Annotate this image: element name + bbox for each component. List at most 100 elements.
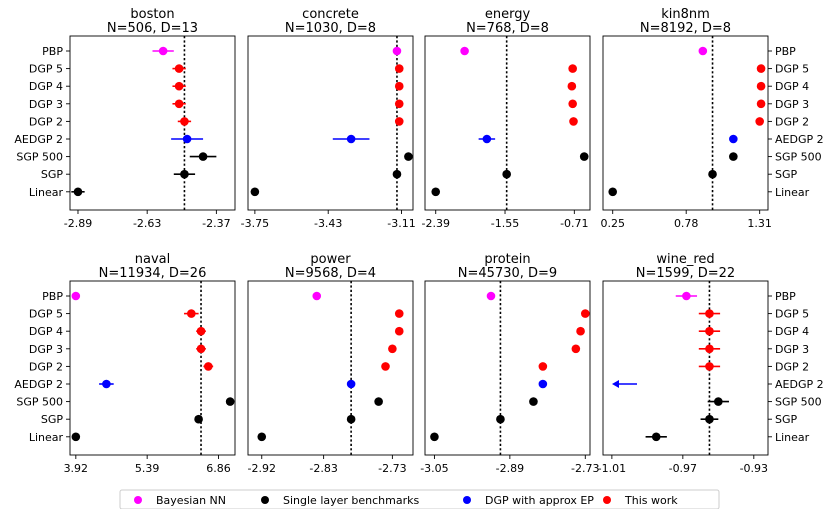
x-tick-label: -0.93 bbox=[740, 462, 768, 475]
y-tick-label: PBP bbox=[775, 45, 796, 58]
y-tick-label: DGP 3 bbox=[775, 98, 809, 111]
point-dgp-4 bbox=[576, 326, 585, 336]
y-tick-label: SGP 500 bbox=[16, 396, 63, 409]
panel-title: wine_red bbox=[656, 252, 714, 267]
x-tick-label: 0.78 bbox=[674, 217, 699, 230]
x-tick-label: -2.92 bbox=[248, 462, 276, 475]
point-dgp-2 bbox=[381, 362, 390, 371]
axes-frame bbox=[69, 280, 236, 456]
y-tick-label: SGP bbox=[41, 413, 64, 426]
point-linear bbox=[73, 187, 83, 197]
x-tick-label: -2.73 bbox=[378, 462, 406, 475]
y-tick-label: Linear bbox=[29, 431, 64, 444]
panel-title: naval bbox=[135, 252, 170, 267]
axes-frame bbox=[602, 280, 769, 456]
y-tick-label: SGP bbox=[41, 168, 64, 181]
x-tick-label: -3.11 bbox=[387, 217, 415, 230]
point-linear bbox=[250, 187, 260, 197]
point-pbp bbox=[71, 291, 81, 301]
y-tick-label: DGP 2 bbox=[775, 115, 809, 128]
point-sgp bbox=[705, 414, 714, 424]
x-tick-label: -2.63 bbox=[133, 217, 161, 230]
y-tick-label: SGP bbox=[775, 168, 798, 181]
point-dgp-4 bbox=[174, 81, 184, 91]
legend-marker-bayesian-nn bbox=[134, 496, 142, 504]
point-sgp-500 bbox=[729, 152, 738, 161]
point-dgp-3 bbox=[756, 99, 766, 109]
legend-label-bayesian-nn: Bayesian NN bbox=[156, 494, 226, 507]
panel-title: kin8nm bbox=[661, 7, 710, 22]
x-tick-label: -2.73 bbox=[571, 462, 599, 475]
panel-subtitle: N=8192, D=8 bbox=[640, 21, 731, 36]
point-dgp-4 bbox=[756, 81, 766, 91]
panel-title: protein bbox=[484, 252, 530, 267]
point-dgp-2 bbox=[569, 117, 578, 126]
panel-title: energy bbox=[485, 7, 531, 22]
x-tick-label: -0.71 bbox=[560, 217, 588, 230]
y-tick-label: SGP 500 bbox=[775, 396, 822, 409]
point-sgp-500 bbox=[225, 397, 235, 406]
point-dgp-2 bbox=[180, 117, 189, 126]
y-tick-label: PBP bbox=[775, 290, 796, 303]
point-sgp-500 bbox=[374, 397, 383, 406]
x-tick-label: -2.89 bbox=[496, 462, 524, 475]
legend: Bayesian NN Single layer benchmarks DGP wi… bbox=[119, 489, 720, 509]
panel-subtitle: N=768, D=8 bbox=[466, 21, 549, 36]
point-sgp-500 bbox=[529, 397, 538, 406]
x-tick-label: -1.01 bbox=[598, 462, 626, 475]
point-pbp bbox=[392, 46, 402, 56]
point-dgp-5 bbox=[705, 309, 714, 318]
y-tick-label: DGP 5 bbox=[29, 63, 63, 76]
legend-box bbox=[119, 489, 720, 509]
point-dgp-2 bbox=[705, 362, 714, 371]
point-sgp-500 bbox=[579, 152, 589, 161]
y-tick-label: Linear bbox=[29, 186, 64, 199]
point-dgp-5 bbox=[394, 64, 404, 73]
point-pbp bbox=[158, 46, 168, 56]
x-tick-label: -2.39 bbox=[421, 217, 449, 230]
x-tick-label: -0.97 bbox=[669, 462, 697, 475]
point-dgp-5 bbox=[187, 309, 196, 318]
panel-title: power bbox=[310, 252, 351, 267]
point-sgp bbox=[194, 414, 203, 424]
x-tick-label: -2.89 bbox=[64, 217, 92, 230]
offscale-arrow-head bbox=[612, 380, 619, 388]
point-dgp-2 bbox=[394, 117, 404, 126]
point-sgp bbox=[392, 169, 402, 179]
y-tick-label: Linear bbox=[775, 186, 810, 199]
legend-label-this-work: This work bbox=[624, 494, 678, 507]
point-dgp-4 bbox=[567, 81, 577, 91]
panel-title: concrete bbox=[302, 7, 359, 22]
point-dgp-3 bbox=[196, 344, 206, 354]
y-tick-label: SGP bbox=[775, 413, 798, 426]
x-tick-label: 1.31 bbox=[747, 217, 772, 230]
point-linear bbox=[430, 432, 439, 442]
x-tick-label: -2.83 bbox=[309, 462, 337, 475]
point-dgp-3 bbox=[174, 99, 184, 109]
panel-subtitle: N=1599, D=22 bbox=[636, 266, 735, 281]
point-aedgp-2 bbox=[482, 134, 492, 144]
point-dgp-5 bbox=[174, 64, 184, 73]
point-aedgp-2 bbox=[182, 134, 192, 144]
y-tick-label: DGP 4 bbox=[29, 325, 63, 338]
x-tick-label: -3.75 bbox=[241, 217, 269, 230]
point-dgp-3 bbox=[571, 344, 581, 354]
y-tick-label: DGP 5 bbox=[775, 63, 809, 76]
point-linear bbox=[71, 432, 81, 442]
point-dgp-2 bbox=[538, 362, 548, 371]
point-dgp-2 bbox=[755, 117, 764, 126]
y-tick-label: DGP 2 bbox=[775, 360, 809, 373]
point-aedgp-2 bbox=[102, 379, 111, 389]
y-tick-label: DGP 2 bbox=[29, 360, 63, 373]
x-tick-label: -3.43 bbox=[314, 217, 342, 230]
panel-subtitle: N=1030, D=8 bbox=[285, 21, 376, 36]
point-dgp-5 bbox=[756, 64, 766, 73]
panel-subtitle: N=9568, D=4 bbox=[285, 266, 376, 281]
axes-frame bbox=[424, 280, 591, 456]
point-dgp-3 bbox=[568, 99, 577, 109]
point-dgp-4 bbox=[394, 326, 404, 336]
